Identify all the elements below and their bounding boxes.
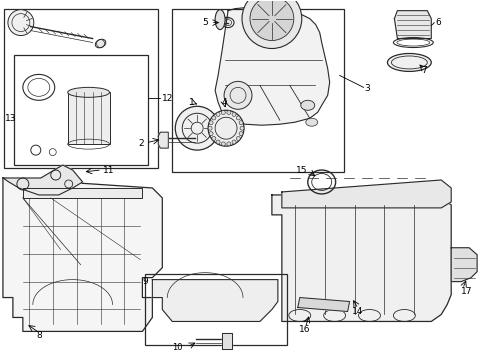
Circle shape (224, 81, 252, 109)
Polygon shape (298, 298, 349, 311)
Circle shape (208, 126, 212, 130)
Polygon shape (158, 132, 168, 148)
Ellipse shape (215, 10, 225, 30)
Text: 2: 2 (139, 139, 145, 148)
Text: 17: 17 (461, 287, 473, 296)
Text: 3: 3 (365, 84, 370, 93)
Polygon shape (272, 192, 451, 321)
Bar (146, 274, 287, 345)
Circle shape (212, 136, 216, 140)
Bar (4, 9, 158, 168)
Polygon shape (3, 165, 83, 195)
Polygon shape (282, 180, 451, 208)
Text: 12: 12 (162, 94, 173, 103)
Circle shape (239, 121, 243, 125)
Circle shape (216, 112, 220, 116)
Text: 6: 6 (435, 18, 441, 27)
Circle shape (250, 0, 294, 41)
Text: 14: 14 (352, 307, 363, 316)
Circle shape (209, 121, 213, 125)
Polygon shape (215, 7, 330, 125)
Text: 5: 5 (202, 18, 208, 27)
Text: 8: 8 (36, 331, 42, 340)
Circle shape (208, 110, 244, 146)
Text: 1: 1 (189, 98, 195, 107)
Circle shape (242, 0, 302, 49)
Ellipse shape (68, 87, 110, 97)
Circle shape (175, 106, 219, 150)
Circle shape (236, 136, 240, 140)
Circle shape (212, 116, 216, 120)
Circle shape (227, 111, 231, 114)
Circle shape (8, 10, 34, 36)
Ellipse shape (306, 118, 318, 126)
Polygon shape (152, 280, 278, 321)
Text: 15: 15 (296, 166, 308, 175)
Polygon shape (394, 11, 431, 39)
Circle shape (232, 140, 236, 144)
Ellipse shape (388, 54, 431, 71)
Bar (23, 188, 143, 198)
Polygon shape (451, 248, 477, 282)
Ellipse shape (301, 100, 315, 110)
Circle shape (239, 132, 243, 136)
Text: 4: 4 (221, 98, 227, 107)
Polygon shape (3, 178, 162, 332)
Circle shape (227, 142, 231, 146)
Circle shape (236, 116, 240, 120)
Circle shape (221, 111, 225, 114)
Polygon shape (222, 333, 232, 349)
Circle shape (209, 132, 213, 136)
Text: 7: 7 (421, 66, 427, 75)
Text: 16: 16 (299, 325, 311, 334)
Text: 13: 13 (5, 114, 17, 123)
Text: 11: 11 (102, 166, 114, 175)
Bar (172, 9, 343, 172)
Bar (14, 55, 148, 165)
Circle shape (240, 126, 244, 130)
Text: 10: 10 (172, 343, 182, 352)
Circle shape (232, 112, 236, 116)
Bar (68, 92, 110, 144)
Text: 9: 9 (143, 277, 148, 286)
Circle shape (221, 142, 225, 146)
Circle shape (216, 140, 220, 144)
Ellipse shape (96, 39, 106, 48)
